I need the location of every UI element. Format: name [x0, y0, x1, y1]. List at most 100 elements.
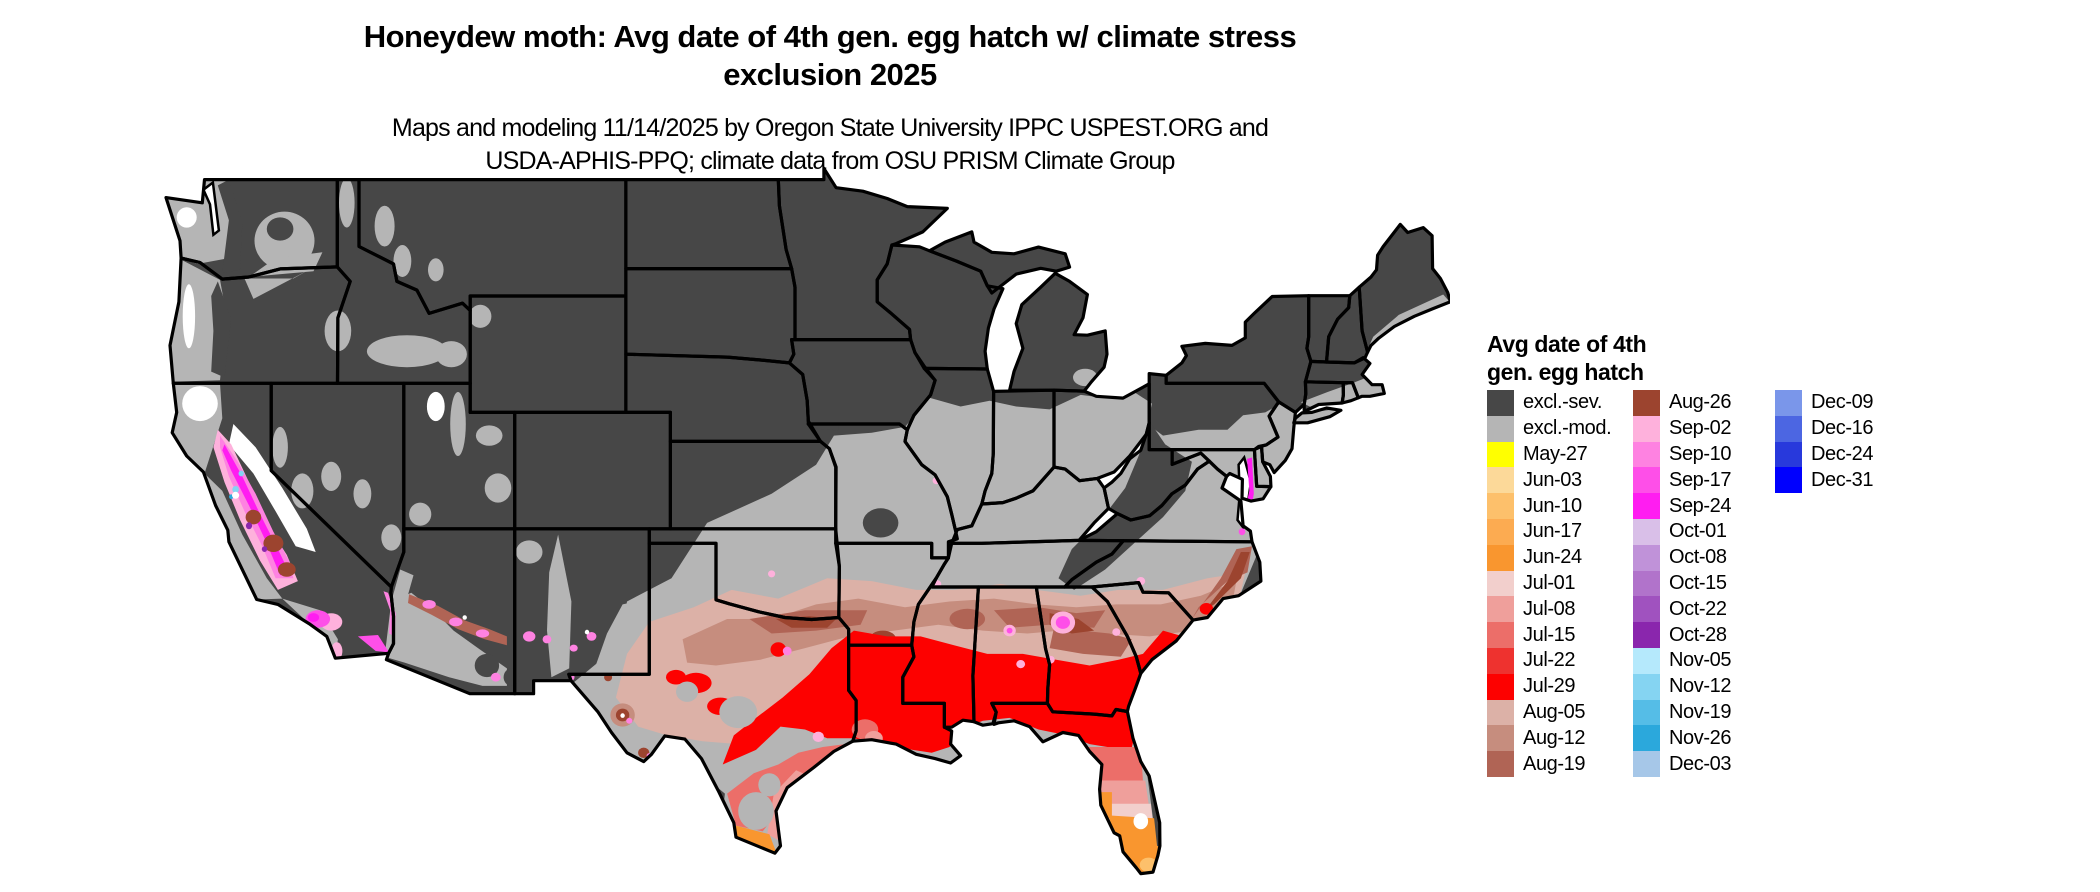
legend-swatch	[1633, 544, 1660, 571]
legend-label: Nov-19	[1669, 700, 1732, 723]
legend-item: Jun-03	[1487, 467, 1611, 494]
legend-label: Oct-15	[1669, 571, 1727, 594]
legend-swatch	[1487, 467, 1514, 494]
legend-swatch	[1775, 390, 1802, 416]
legend-swatch	[1487, 699, 1514, 726]
legend-swatch	[1633, 751, 1660, 777]
legend-item: Sep-24	[1633, 493, 1731, 519]
legend-swatch	[1487, 570, 1514, 597]
legend-swatch	[1633, 622, 1660, 648]
legend-item: Jul-15	[1487, 622, 1611, 648]
legend-label: Oct-22	[1669, 597, 1727, 620]
legend-label: Dec-16	[1811, 417, 1874, 440]
legend-swatch	[1487, 390, 1514, 416]
legend-swatch	[1633, 493, 1660, 519]
legend-label: Sep-10	[1669, 442, 1732, 465]
legend-label: Dec-03	[1669, 752, 1732, 775]
legend-label: Jul-08	[1523, 597, 1576, 620]
legend-label: Jul-15	[1523, 623, 1576, 646]
legend-label: Sep-02	[1669, 417, 1732, 440]
legend-label: Jun-03	[1523, 468, 1582, 491]
legend-swatch	[1775, 415, 1802, 442]
legend-label: Oct-08	[1669, 546, 1727, 569]
legend-title-line-1: Avg date of 4th	[1487, 331, 1647, 357]
legend-column-3: Dec-09 Dec-16 Dec-24 Dec-31	[1775, 390, 1874, 494]
legend-label: Sep-24	[1669, 494, 1732, 517]
legend-label: Dec-09	[1811, 391, 1874, 414]
legend-item: Jul-29	[1487, 673, 1611, 700]
legend-item: Dec-09	[1775, 390, 1873, 416]
legend-swatch	[1487, 596, 1514, 623]
legend-item: Jun-24	[1487, 544, 1611, 571]
legend-label: Jun-10	[1523, 494, 1582, 517]
legend-swatch	[1487, 493, 1514, 519]
legend-label: Oct-28	[1669, 623, 1727, 646]
legend-column-1: excl.-sev. excl.-mod. May-27 Jun-03 Jun-10 Ju…	[1487, 390, 1612, 777]
legend-swatch	[1487, 751, 1514, 777]
legend-item: Sep-02	[1633, 415, 1732, 442]
legend-label: Aug-05	[1523, 700, 1586, 723]
legend-item: Aug-26	[1633, 390, 1731, 416]
legend-label: Sep-17	[1669, 468, 1732, 491]
legend-label: Aug-12	[1523, 726, 1586, 749]
legend-label: Nov-05	[1669, 649, 1732, 672]
legend-label: Nov-12	[1669, 675, 1732, 698]
legend-item: Aug-12	[1487, 725, 1611, 752]
legend-label: excl.-sev.	[1523, 391, 1602, 414]
legend-label: Dec-31	[1811, 468, 1874, 491]
legend-swatch	[1633, 518, 1660, 545]
legend-item: Oct-08	[1633, 544, 1731, 571]
legend-swatch	[1633, 390, 1660, 416]
legend-swatch	[1487, 725, 1514, 752]
legend-label: Dec-24	[1811, 442, 1874, 465]
legend-swatch	[1633, 415, 1660, 442]
legend-label: Nov-26	[1669, 726, 1732, 749]
legend-swatch	[1633, 725, 1660, 752]
legend-swatch	[1775, 467, 1802, 494]
legend-item: Dec-16	[1775, 415, 1874, 442]
legend-label: Jun-24	[1523, 546, 1582, 569]
legend-swatch	[1487, 441, 1514, 468]
legend-item: Dec-24	[1775, 441, 1874, 468]
legend-label: Jun-17	[1523, 520, 1582, 543]
legend-swatch	[1487, 673, 1514, 700]
legend-item: Aug-05	[1487, 699, 1611, 726]
legend-swatch	[1775, 441, 1802, 468]
legend-item: Nov-05	[1633, 647, 1732, 674]
legend-label: excl.-mod.	[1523, 417, 1612, 440]
legend-item: Nov-12	[1633, 673, 1732, 700]
legend-label: Jul-22	[1523, 649, 1576, 672]
legend-item: Nov-19	[1633, 699, 1732, 726]
legend-item: Dec-31	[1775, 467, 1874, 494]
legend-swatch	[1633, 441, 1660, 468]
title-line-1: Honeydew moth: Avg date of 4th gen. egg …	[363, 19, 1297, 54]
legend-item: Jul-22	[1487, 647, 1611, 674]
legend-swatch	[1633, 699, 1660, 726]
legend-item: Jul-01	[1487, 570, 1611, 597]
legend-item: Jun-17	[1487, 518, 1611, 545]
legend-label: Aug-19	[1523, 752, 1586, 775]
legend-item: Nov-26	[1633, 725, 1732, 752]
us-map-svg	[164, 166, 1453, 876]
subtitle-line-2: USDA-APHIS-PPQ; climate data from OSU PR…	[485, 147, 1175, 175]
subtitle-line-1: Maps and modeling 11/14/2025 by Oregon S…	[391, 114, 1269, 142]
legend-swatch	[1633, 673, 1660, 700]
legend-swatch	[1487, 622, 1514, 648]
legend-swatch	[1633, 596, 1660, 623]
legend-label: Jul-01	[1523, 571, 1576, 594]
legend-label: Aug-26	[1669, 391, 1732, 414]
map-legend: Avg date of 4th gen. egg hatch excl.-sev…	[1487, 330, 1927, 777]
legend-swatch	[1633, 647, 1660, 674]
legend-item: Oct-22	[1633, 596, 1731, 623]
legend-label: May-27	[1523, 442, 1588, 465]
legend-item: Sep-10	[1633, 441, 1732, 468]
legend-swatch	[1487, 544, 1514, 571]
legend-item: Jul-08	[1487, 596, 1611, 623]
title-line-2: exclusion 2025	[723, 57, 937, 92]
legend-item: Oct-15	[1633, 570, 1731, 597]
legend-item: excl.-mod.	[1487, 415, 1612, 442]
legend-label: Oct-01	[1669, 520, 1727, 543]
legend-swatch	[1633, 570, 1660, 597]
legend-title: Avg date of 4th gen. egg hatch	[1487, 330, 1927, 386]
legend-item: Aug-19	[1487, 751, 1611, 777]
